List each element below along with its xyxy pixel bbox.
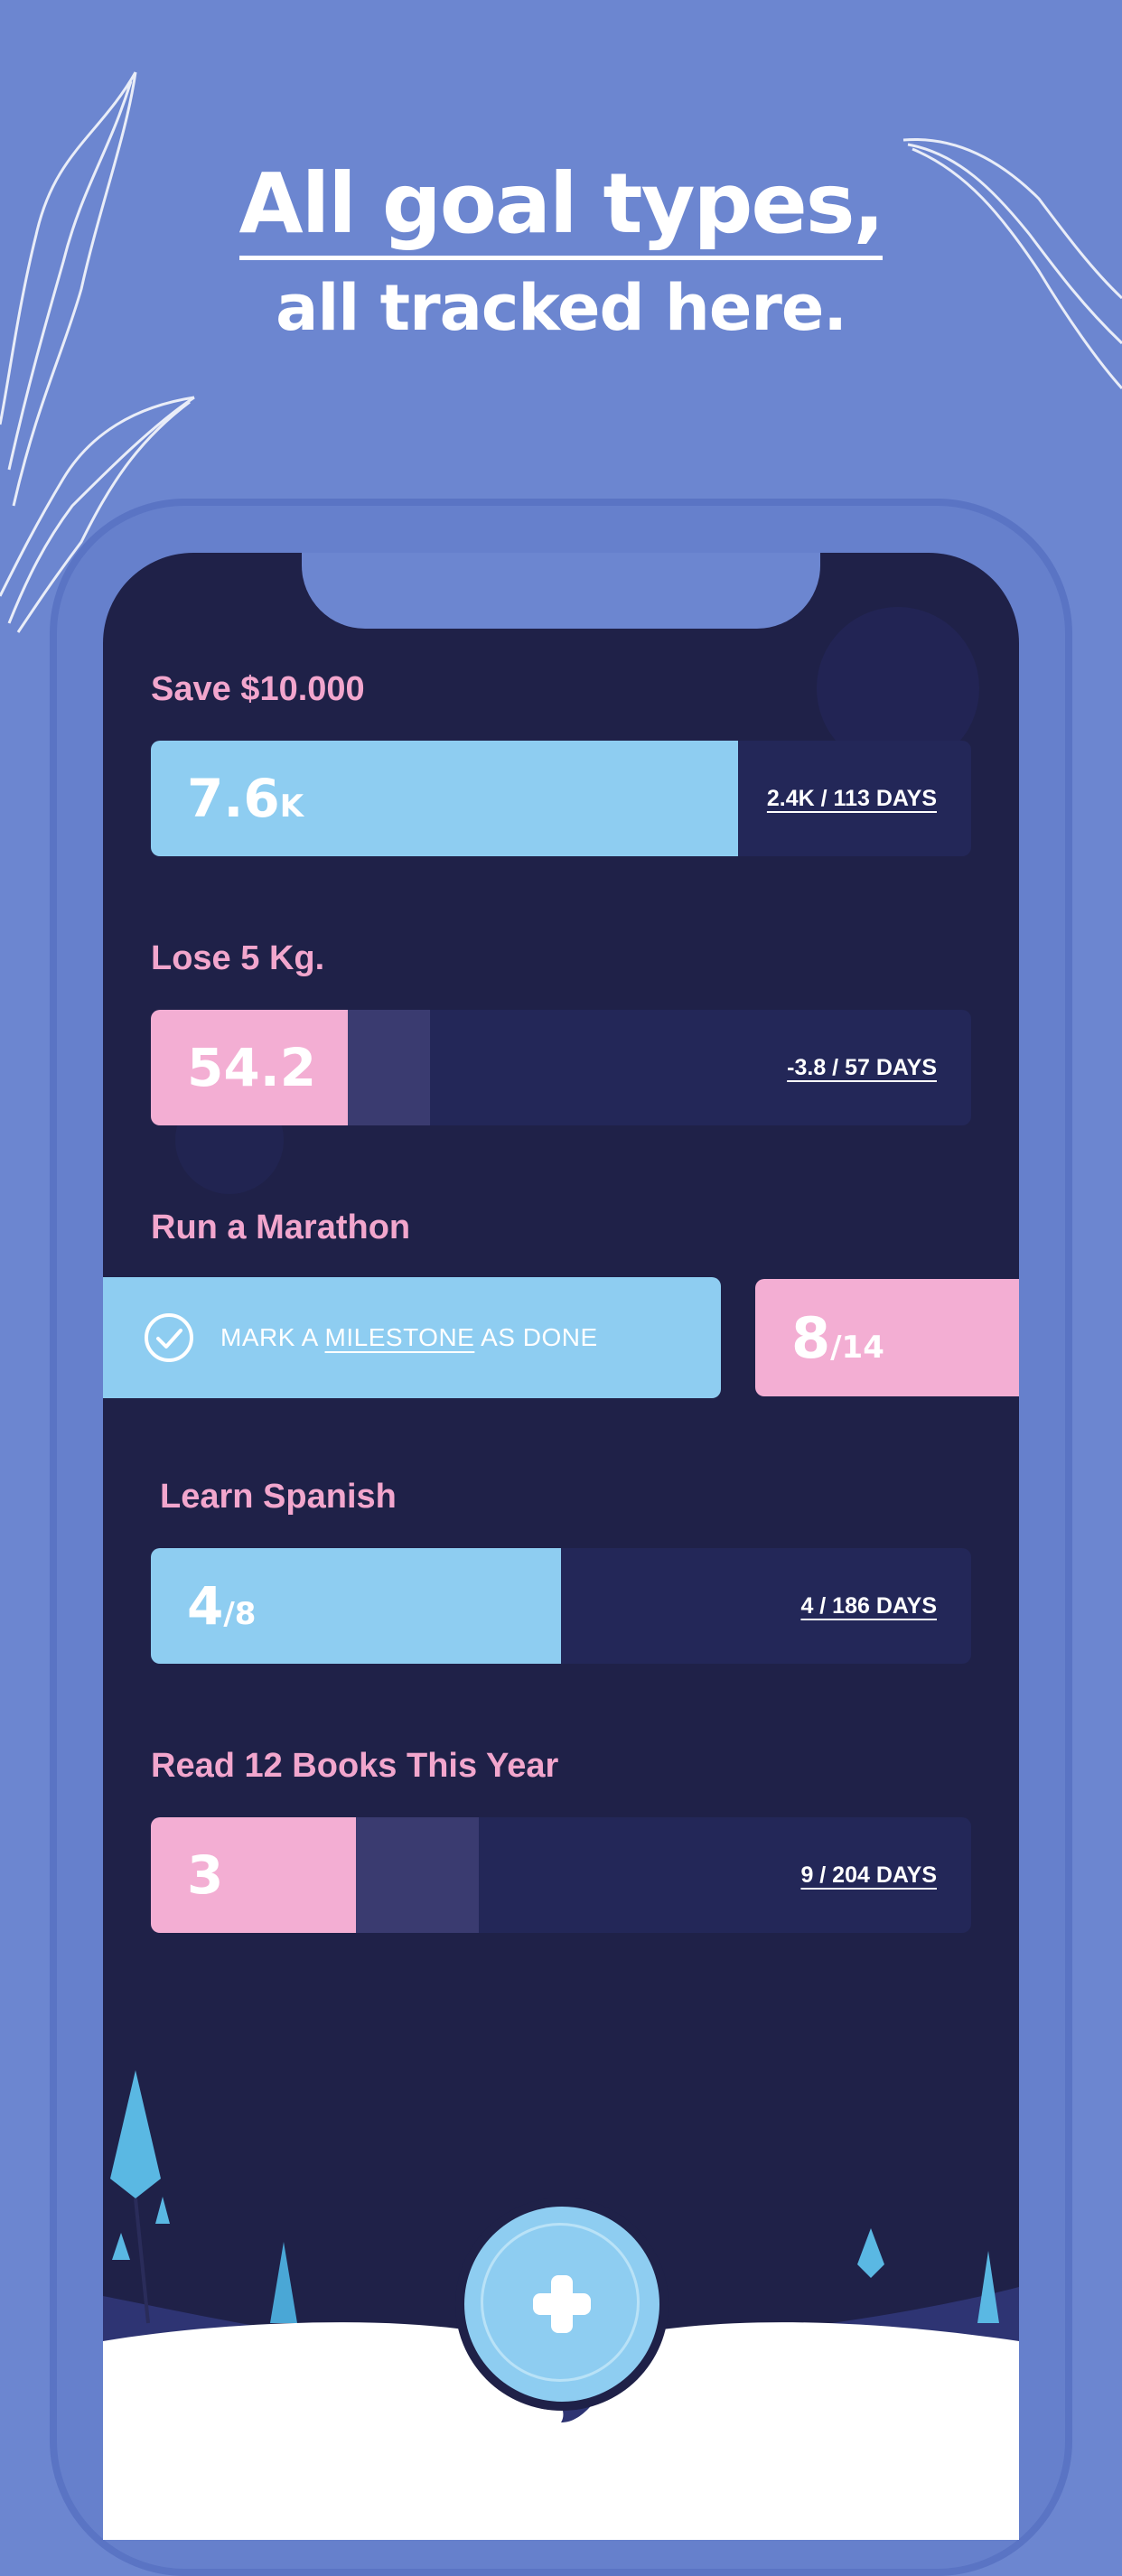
goal-value: 54.2: [187, 1037, 317, 1098]
goal-progress-fill: [151, 741, 739, 856]
goal-progress-fill: [151, 1010, 348, 1125]
headline-line-1: All goal types,: [0, 155, 1122, 260]
goal-value: 4/8: [187, 1575, 257, 1637]
plus-icon-vertical: [551, 2275, 573, 2333]
goal-bar-lose-weight[interactable]: 54.2 -3.8 / 57 DAYS: [151, 1010, 971, 1125]
mark-milestone-button[interactable]: MARK A MILESTONE AS DONE: [103, 1277, 721, 1398]
goal-title-spanish: Learn Spanish: [160, 1478, 397, 1516]
goal-bar-spanish[interactable]: 4/8 4 / 186 DAYS: [151, 1548, 971, 1664]
check-circle-icon: [145, 1313, 193, 1362]
goal-progress-fill: [151, 1548, 561, 1664]
goal-meta[interactable]: 4 / 186 DAYS: [800, 1593, 937, 1619]
milestone-count-value: 8/14: [791, 1305, 884, 1371]
background-leaf-decoration: [0, 71, 1122, 633]
milestone-count[interactable]: 8/14: [755, 1279, 1019, 1396]
goal-meta[interactable]: -3.8 / 57 DAYS: [787, 1055, 937, 1080]
goal-meta[interactable]: 9 / 204 DAYS: [800, 1862, 937, 1888]
goal-title-marathon: Run a Marathon: [151, 1209, 411, 1246]
goal-title-books: Read 12 Books This Year: [151, 1747, 559, 1785]
app-screen: Save $10.000 7.6K 2.4K / 113 DAYS Lose 5…: [103, 553, 1019, 2540]
phone-notch: [302, 553, 820, 629]
add-goal-button[interactable]: [464, 2207, 659, 2402]
goal-value: 3: [187, 1844, 224, 1906]
goal-title-save: Save $10.000: [151, 670, 365, 708]
goal-bar-save[interactable]: 7.6K 2.4K / 113 DAYS: [151, 741, 971, 856]
add-button-ring: [481, 2223, 640, 2382]
goal-meta[interactable]: 2.4K / 113 DAYS: [766, 786, 937, 811]
goal-progress-extra: [356, 1817, 480, 1933]
goal-title-lose-weight: Lose 5 Kg.: [151, 939, 325, 977]
milestone-text: MARK A MILESTONE AS DONE: [220, 1323, 598, 1351]
headline-line-2: all tracked here.: [276, 271, 847, 345]
goal-progress-extra: [347, 1010, 430, 1125]
goal-progress-fill: [151, 1817, 356, 1933]
goal-bar-books[interactable]: 3 9 / 204 DAYS: [151, 1817, 971, 1933]
goal-value: 7.6K: [187, 768, 304, 829]
